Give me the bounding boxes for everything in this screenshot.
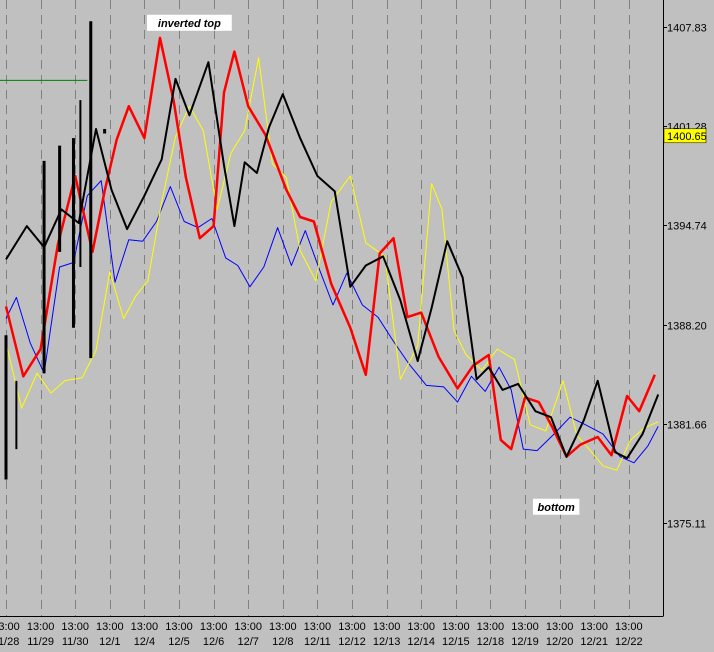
y-tick-label: 1381.66 [667, 420, 707, 432]
x-date-label: 11/30 [62, 636, 89, 648]
x-date-label: 12/15 [442, 636, 470, 648]
x-time-label: 13:00 [442, 621, 470, 633]
series-line [5, 61, 660, 460]
x-axis: 13:0011/2813:0011/2913:0011/3013:0012/11… [0, 621, 643, 648]
x-time-label: 13:00 [304, 621, 332, 633]
x-time-label: 13:00 [546, 621, 574, 633]
x-time-label: 13:00 [96, 621, 124, 633]
x-date-label: 12/20 [546, 636, 574, 648]
x-date-label: 12/14 [407, 636, 435, 648]
x-time-label: 13:00 [615, 621, 643, 633]
annotation-box [532, 498, 580, 515]
x-date-label: 12/11 [304, 636, 331, 648]
y-tick-label: 1388.20 [667, 321, 707, 333]
x-time-label: 13:00 [338, 621, 366, 633]
annotation-label: bottom [538, 502, 575, 514]
annotation-box [146, 14, 232, 31]
x-time-label: 13:00 [27, 621, 55, 633]
current-price-label: 1400.65 [667, 131, 707, 143]
x-time-label: 13:00 [407, 621, 435, 633]
x-time-label: 13:00 [165, 621, 193, 633]
x-date-label: 11/28 [0, 636, 19, 648]
x-time-label: 13:00 [131, 621, 159, 633]
annotations: inverted top bottom [146, 14, 580, 515]
x-date-label: 12/22 [615, 636, 643, 648]
x-date-label: 12/6 [203, 636, 224, 648]
series-line [5, 57, 659, 471]
x-date-label: 12/18 [477, 636, 505, 648]
x-time-label: 13:00 [477, 621, 505, 633]
x-date-label: 12/8 [272, 636, 293, 648]
x-time-label: 13:00 [234, 621, 262, 633]
x-date-label: 12/19 [511, 636, 539, 648]
x-date-label: 12/5 [168, 636, 189, 648]
x-date-label: 12/12 [338, 636, 366, 648]
x-time-label: 13:00 [511, 621, 539, 633]
series-lines [4, 36, 660, 471]
x-date-label: 12/1 [99, 636, 120, 648]
y-tick-label: 1394.74 [667, 221, 707, 233]
x-date-label: 12/13 [373, 636, 401, 648]
series-line [4, 36, 656, 458]
y-tick-label: 1407.83 [667, 23, 707, 35]
x-time-label: 13:00 [373, 621, 401, 633]
y-tick-label: 1375.11 [667, 519, 706, 531]
x-date-label: 12/21 [580, 636, 608, 648]
x-time-label: 13:00 [269, 621, 297, 633]
x-time-label: 13:00 [580, 621, 608, 633]
x-date-label: 12/7 [237, 636, 258, 648]
x-date-label: 11/29 [27, 636, 54, 648]
x-time-label: 13:00 [200, 621, 228, 633]
series-line [5, 180, 659, 464]
current-price-badge [663, 128, 707, 144]
annotation-label: inverted top [158, 18, 221, 30]
price-bars [0, 21, 107, 480]
x-time-label: 13:00 [0, 621, 20, 633]
x-time-label: 13:00 [61, 621, 89, 633]
x-date-label: 12/4 [134, 636, 155, 648]
y-axis: 1407.831401.281394.741388.201381.661375.… [663, 23, 707, 531]
